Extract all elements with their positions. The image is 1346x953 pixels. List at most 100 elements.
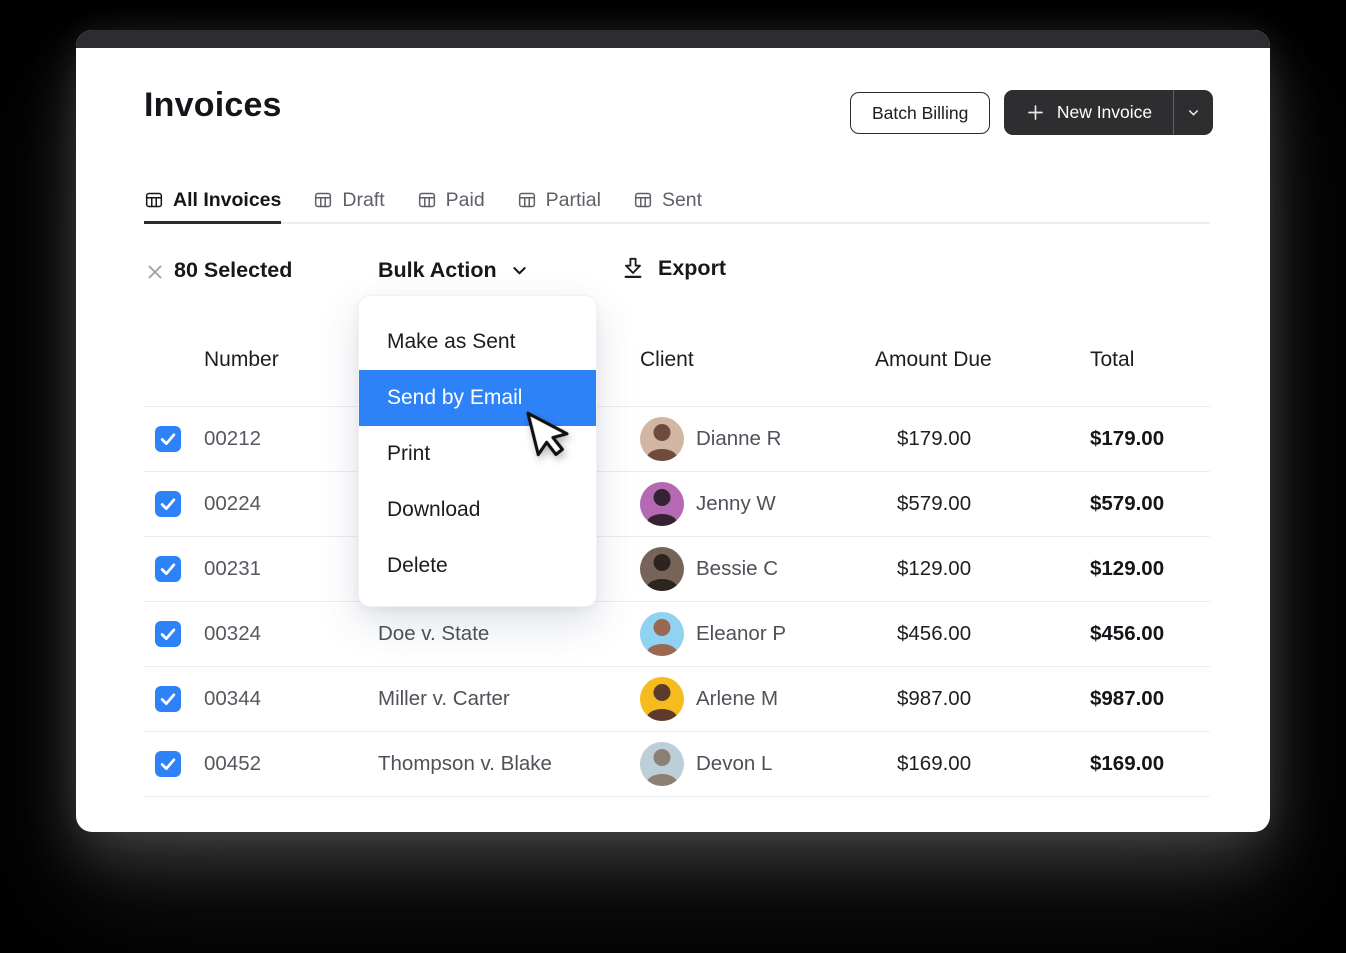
table-row[interactable]: 00212 Dianne R $179.00 $179.00 xyxy=(144,407,1210,472)
client-avatar xyxy=(640,742,684,786)
invoice-number: 00452 xyxy=(204,752,262,775)
export-label: Export xyxy=(658,255,727,280)
table-grid-icon xyxy=(313,190,333,210)
batch-billing-label: Batch Billing xyxy=(872,102,969,123)
invoice-number: 00344 xyxy=(204,687,262,710)
avatar-silhouette xyxy=(646,579,678,591)
bulk-action-button[interactable]: Bulk Action xyxy=(378,258,529,283)
checkmark-icon xyxy=(158,494,178,514)
row-checkbox[interactable] xyxy=(155,556,181,582)
client-name: Dianne R xyxy=(696,427,782,450)
avatar-silhouette xyxy=(653,684,671,701)
table-row[interactable]: 00324 Doe v. State Eleanor P $456.00 $45… xyxy=(144,602,1210,667)
row-checkbox[interactable] xyxy=(155,621,181,647)
amount-due: $579.00 xyxy=(897,492,972,515)
table-grid-icon xyxy=(517,190,537,210)
tab-all-invoices[interactable]: All Invoices xyxy=(144,178,282,224)
menu-item-download[interactable]: Download xyxy=(387,498,481,521)
invoice-table-body: 00212 Dianne R $179.00 $179.00 00224 Jen… xyxy=(144,406,1210,797)
plus-icon xyxy=(1025,102,1046,123)
checkmark-icon xyxy=(158,689,178,709)
invoice-number: 00231 xyxy=(204,557,262,580)
avatar-silhouette xyxy=(653,619,671,636)
client-name: Bessie C xyxy=(696,557,779,580)
checkmark-icon xyxy=(158,429,178,449)
chevron-down-icon xyxy=(1186,105,1201,120)
avatar-silhouette xyxy=(646,449,678,461)
menu-item-send-by-email[interactable]: Send by Email xyxy=(359,370,596,426)
checkmark-icon xyxy=(158,559,178,579)
table-grid-icon xyxy=(144,190,164,210)
selection-toolbar: 80 Selected Bulk Action Export xyxy=(144,254,1210,292)
total-amount: $987.00 xyxy=(1090,687,1165,710)
table-row[interactable]: 00224 Jenny W $579.00 $579.00 xyxy=(144,472,1210,537)
client-avatar xyxy=(640,417,684,461)
tab-draft[interactable]: Draft xyxy=(313,178,385,222)
total-amount: $129.00 xyxy=(1090,557,1165,580)
total-amount: $579.00 xyxy=(1090,492,1165,515)
invoice-number: 00212 xyxy=(204,427,262,450)
client-avatar xyxy=(640,547,684,591)
client-name: Eleanor P xyxy=(696,622,787,645)
menu-item-delete[interactable]: Delete xyxy=(387,554,448,577)
bulk-action-menu: Make as Sent Send by Email Print Downloa… xyxy=(358,295,597,607)
column-header-number: Number xyxy=(204,348,279,371)
column-header-client: Client xyxy=(640,348,694,371)
avatar-silhouette xyxy=(646,514,678,526)
table-grid-icon xyxy=(633,190,653,210)
client-name: Arlene M xyxy=(696,687,779,710)
row-checkbox[interactable] xyxy=(155,751,181,777)
new-invoice-label: New Invoice xyxy=(1056,102,1153,122)
new-invoice-split-button: New Invoice xyxy=(1004,90,1213,135)
batch-billing-button[interactable]: Batch Billing xyxy=(850,92,991,134)
tab-sent[interactable]: Sent xyxy=(633,178,702,222)
total-amount: $179.00 xyxy=(1090,427,1165,450)
amount-due: $179.00 xyxy=(897,427,972,450)
selected-count: 80 Selected xyxy=(174,258,293,282)
client-name: Devon L xyxy=(696,752,773,775)
avatar-silhouette xyxy=(653,424,671,441)
chevron-down-icon xyxy=(510,261,529,280)
avatar-silhouette xyxy=(646,709,678,721)
menu-item-print[interactable]: Print xyxy=(387,442,431,465)
menu-item-make-as-sent[interactable]: Make as Sent xyxy=(387,330,516,353)
avatar-silhouette xyxy=(653,749,671,766)
avatar-silhouette xyxy=(653,489,671,506)
window-top-strip xyxy=(76,30,1270,48)
amount-due: $129.00 xyxy=(897,557,972,580)
invoices-window: Invoices Batch Billing New Invoice xyxy=(76,30,1270,832)
tab-label: Sent xyxy=(661,188,703,211)
new-invoice-dropdown-button[interactable] xyxy=(1174,90,1213,135)
tab-label: Partial xyxy=(545,188,601,211)
client-avatar xyxy=(640,482,684,526)
amount-due: $456.00 xyxy=(897,622,972,645)
table-row[interactable]: 00231 Bessie C $129.00 $129.00 xyxy=(144,537,1210,602)
table-row[interactable]: 00344 Miller v. Carter Arlene M $987.00 … xyxy=(144,667,1210,732)
column-header-total: Total xyxy=(1090,348,1135,371)
tab-partial[interactable]: Partial xyxy=(517,178,601,222)
invoice-number: 00324 xyxy=(204,622,262,645)
table-row[interactable]: 00452 Thompson v. Blake Devon L $169.00 … xyxy=(144,732,1210,797)
avatar-silhouette xyxy=(646,644,678,656)
row-checkbox[interactable] xyxy=(155,426,181,452)
page-title: Invoices xyxy=(144,86,282,124)
column-header-amount-due: Amount Due xyxy=(875,348,992,371)
total-amount: $456.00 xyxy=(1090,622,1165,645)
invoice-number: 00224 xyxy=(204,492,262,515)
checkmark-icon xyxy=(158,624,178,644)
clear-selection-button[interactable] xyxy=(144,261,166,283)
bulk-action-label: Bulk Action xyxy=(378,258,497,282)
tab-paid[interactable]: Paid xyxy=(417,178,485,222)
row-checkbox[interactable] xyxy=(155,491,181,517)
checkmark-icon xyxy=(158,754,178,774)
table-grid-icon xyxy=(417,190,437,210)
client-avatar xyxy=(640,612,684,656)
avatar-silhouette xyxy=(646,774,678,786)
invoice-tabs: All Invoices Draft Paid Partial xyxy=(144,178,1210,224)
new-invoice-button[interactable]: New Invoice xyxy=(1004,90,1173,135)
tab-label: Draft xyxy=(342,188,385,211)
amount-due: $169.00 xyxy=(897,752,972,775)
export-button[interactable]: Export xyxy=(620,255,726,281)
row-checkbox[interactable] xyxy=(155,686,181,712)
matter-name: Thompson v. Blake xyxy=(378,752,552,775)
